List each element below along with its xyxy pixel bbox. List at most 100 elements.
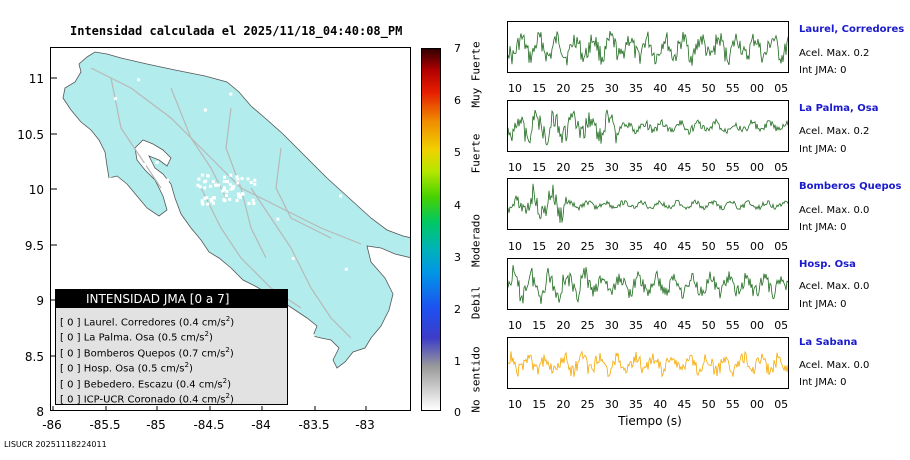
locality-marker xyxy=(339,194,343,198)
locality-marker xyxy=(223,199,227,203)
locality-marker xyxy=(206,174,210,178)
waveform-time-axis: 10 15 20 25 30 35 40 45 50 55 00 05 xyxy=(507,161,789,175)
legend-sup: 2 xyxy=(225,345,230,354)
time-tick-label: 30 xyxy=(604,319,619,332)
time-tick-label: 45 xyxy=(677,319,692,332)
locality-marker xyxy=(225,189,229,193)
locality-marker xyxy=(210,199,214,203)
station-jma: Int JMA: 0 xyxy=(799,299,847,310)
time-tick-label: 10 xyxy=(508,240,522,253)
intensity-colorbar xyxy=(421,48,441,411)
time-tick-label: 35 xyxy=(629,319,643,332)
legend-end: ) xyxy=(188,363,193,375)
locality-marker xyxy=(229,173,233,177)
waveform-trace xyxy=(508,183,788,223)
time-tick-label: 20 xyxy=(556,161,571,174)
legend-level: [ 0 ] xyxy=(60,317,81,329)
time-tick-label: 00 xyxy=(750,161,764,174)
legend-sup: 2 xyxy=(222,376,228,385)
locality-marker xyxy=(240,192,244,196)
locality-marker xyxy=(224,180,228,184)
station-jma: Int JMA: 0 xyxy=(799,222,847,233)
waveform-trace xyxy=(508,109,788,146)
locality-marker xyxy=(249,180,253,184)
station-acel: Acel. Max. 0.2 xyxy=(799,126,870,137)
legend-title: INTENSIDAD JMA [0 a 7] xyxy=(56,290,287,308)
station-name: Hosp. Osa xyxy=(799,259,856,270)
time-tick-label: 55 xyxy=(725,398,740,411)
seismic-trace-line xyxy=(508,183,788,223)
legend-box: INTENSIDAD JMA [0 a 7] [ 0 ] Laurel. Cor… xyxy=(55,289,288,405)
waveform-time-axis: 10 15 20 25 30 35 40 45 50 55 00 05 xyxy=(507,398,789,412)
time-tick-label: 35 xyxy=(629,82,643,95)
locality-marker xyxy=(236,177,240,181)
time-tick-label: 35 xyxy=(629,161,643,174)
seismic-trace-line xyxy=(508,265,788,304)
y-tick-label: 9.5 xyxy=(24,239,44,253)
time-tick-label: 00 xyxy=(750,82,764,95)
waveform-trace xyxy=(508,350,788,378)
locality-marker xyxy=(214,183,218,187)
time-tick-label: 20 xyxy=(556,82,571,95)
time-tick-label: 30 xyxy=(604,398,619,411)
locality-marker xyxy=(211,180,215,184)
locality-marker xyxy=(291,256,295,260)
station-name: Bomberos Quepos xyxy=(799,181,902,192)
x-tick-label: -85.5 xyxy=(89,418,121,432)
locality-marker xyxy=(312,116,316,120)
locality-marker xyxy=(225,180,229,184)
locality-marker xyxy=(236,181,240,185)
time-tick-label: 25 xyxy=(580,319,595,332)
time-tick-label: 20 xyxy=(556,319,571,332)
waveform-panel-la-sabana[interactable] xyxy=(507,337,789,389)
locality-marker xyxy=(203,186,207,190)
colorbar-tick: 6 xyxy=(454,94,461,107)
time-tick-label: 45 xyxy=(677,398,692,411)
locality-marker xyxy=(223,186,227,190)
time-tick-label: 35 xyxy=(629,240,643,253)
legend-label: Bomberos Quepos (0.7 cm/s xyxy=(83,348,226,360)
legend-end: ) xyxy=(227,378,232,390)
locality-marker xyxy=(208,184,212,188)
locality-marker xyxy=(247,202,251,206)
waveform-time-axis: 10 15 20 25 30 35 40 45 50 55 00 05 xyxy=(507,319,789,333)
time-tick-label: 10 xyxy=(508,398,522,411)
legend-label: Hosp. Osa (0.5 cm/s xyxy=(83,363,185,375)
waveform-panel-quepos[interactable] xyxy=(507,178,789,230)
locality-marker xyxy=(252,202,256,206)
locality-marker xyxy=(240,176,244,180)
locality-marker xyxy=(99,246,103,250)
locality-marker xyxy=(217,183,221,187)
locality-marker xyxy=(108,177,112,181)
time-tick-label: 55 xyxy=(725,161,740,174)
time-tick-label: 50 xyxy=(701,82,716,95)
footer-id: LISUCR 20251118224011 xyxy=(4,440,107,449)
locality-marker xyxy=(229,92,233,96)
station-jma: Int JMA: 0 xyxy=(799,377,847,388)
station-jma: Int JMA: 0 xyxy=(799,144,847,155)
locality-marker xyxy=(236,192,240,196)
locality-marker xyxy=(197,177,201,181)
time-tick-label: 05 xyxy=(774,398,789,411)
time-tick-label: 00 xyxy=(750,319,764,332)
time-tick-label: 45 xyxy=(677,161,692,174)
time-tick-label: 10 xyxy=(508,319,522,332)
locality-marker xyxy=(231,187,235,191)
time-tick-label: 45 xyxy=(677,82,692,95)
time-tick-label: 05 xyxy=(774,161,789,174)
legend-row: [ 0 ] Laurel. Corredores (0.4 cm/s2) xyxy=(56,312,287,329)
colorbar-tick: 5 xyxy=(454,146,461,159)
waveform-panel-laurel[interactable] xyxy=(507,21,789,73)
time-tick-label: 40 xyxy=(653,240,668,253)
legend-label: La Palma. Osa (0.5 cm/s xyxy=(83,332,205,344)
locality-marker xyxy=(344,267,348,271)
station-name: La Palma, Osa xyxy=(799,103,879,114)
waveform-panel-hosp-osa[interactable] xyxy=(507,258,789,310)
legend-row: [ 0 ] La Palma. Osa (0.5 cm/s2) xyxy=(56,327,287,344)
waveform-panel-la-palma[interactable] xyxy=(507,100,789,152)
legend-label: Bebedero. Escazu (0.4 cm/s xyxy=(83,378,223,390)
locality-marker xyxy=(246,177,250,181)
colorbar-descriptor: Moderado xyxy=(469,214,483,267)
x-tick-label: -86 xyxy=(42,418,62,432)
y-tick-label: 10 xyxy=(28,183,44,197)
